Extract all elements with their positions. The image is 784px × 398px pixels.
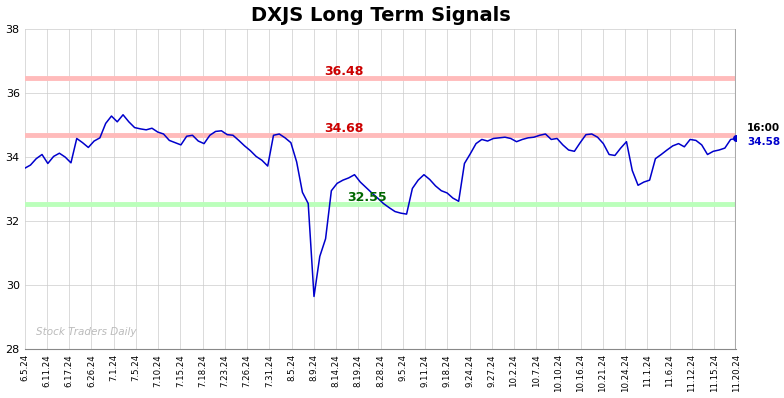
Title: DXJS Long Term Signals: DXJS Long Term Signals xyxy=(251,6,510,25)
Text: 34.58: 34.58 xyxy=(747,137,780,147)
Text: 34.68: 34.68 xyxy=(325,123,364,135)
Text: Stock Traders Daily: Stock Traders Daily xyxy=(36,326,136,337)
Text: 16:00: 16:00 xyxy=(747,123,780,133)
Text: 32.55: 32.55 xyxy=(347,191,387,204)
Text: 36.48: 36.48 xyxy=(325,65,364,78)
